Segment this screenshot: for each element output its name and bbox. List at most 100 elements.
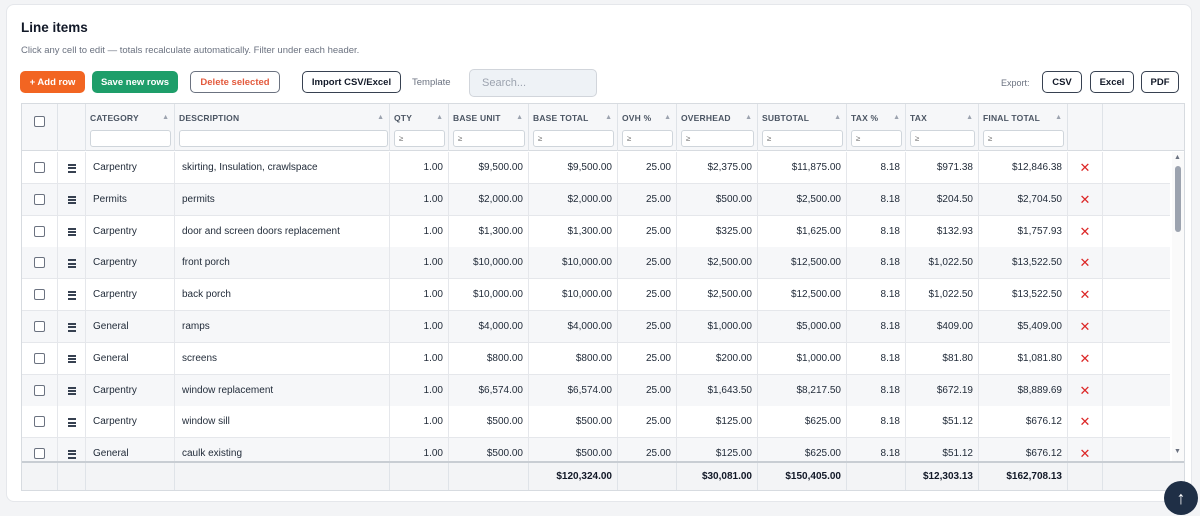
drag-handle-icon[interactable]: [68, 259, 76, 268]
filter-input-description[interactable]: [179, 130, 388, 147]
cell-overhead[interactable]: $125.00: [677, 406, 758, 439]
table-scrollbar[interactable]: ▲ ▼: [1172, 152, 1184, 461]
cell-qty[interactable]: 1.00: [390, 374, 449, 407]
cell-category[interactable]: General: [86, 438, 175, 461]
delete-row-icon[interactable]: ✕: [1068, 152, 1103, 184]
import-csv-excel-button[interactable]: Import CSV/Excel: [302, 71, 401, 93]
cell-qty[interactable]: 1.00: [390, 247, 449, 280]
cell-final-total[interactable]: $8,889.69: [979, 374, 1068, 407]
cell-base-total[interactable]: $10,000.00: [529, 279, 618, 312]
cell-overhead[interactable]: $2,375.00: [677, 152, 758, 184]
save-new-rows-button[interactable]: Save new rows: [92, 71, 178, 93]
cell-subtotal[interactable]: $11,875.00: [758, 152, 847, 184]
cell-tax[interactable]: $672.19: [906, 374, 979, 407]
cell-tax-pct[interactable]: 8.18: [847, 183, 906, 216]
cell-base-total[interactable]: $10,000.00: [529, 247, 618, 280]
cell-subtotal[interactable]: $1,000.00: [758, 342, 847, 375]
column-header-subtotal[interactable]: SUBTOTAL ▲: [758, 104, 847, 151]
cell-description[interactable]: ramps: [175, 311, 390, 343]
cell-final-total[interactable]: $5,409.00: [979, 311, 1068, 343]
cell-subtotal[interactable]: $1,625.00: [758, 215, 847, 248]
column-header-qty[interactable]: QTY ▲: [390, 104, 449, 151]
cell-final-total[interactable]: $13,522.50: [979, 247, 1068, 280]
cell-tax-pct[interactable]: 8.18: [847, 247, 906, 280]
cell-tax-pct[interactable]: 8.18: [847, 152, 906, 184]
delete-row-icon[interactable]: ✕: [1068, 438, 1103, 461]
cell-overhead[interactable]: $125.00: [677, 438, 758, 461]
cell-tax[interactable]: $204.50: [906, 183, 979, 216]
cell-description[interactable]: caulk existing: [175, 438, 390, 461]
search-input[interactable]: [469, 69, 597, 97]
export-excel-button[interactable]: Excel: [1090, 71, 1134, 93]
column-header-final-total[interactable]: FINAL TOTAL ▲: [979, 104, 1068, 151]
drag-handle-icon[interactable]: [68, 195, 76, 205]
cell-tax-pct[interactable]: 8.18: [847, 342, 906, 375]
cell-final-total[interactable]: $12,846.38: [979, 152, 1068, 184]
cell-qty[interactable]: 1.00: [390, 215, 449, 248]
cell-subtotal[interactable]: $625.00: [758, 406, 847, 439]
column-header-category[interactable]: CATEGORY ▲: [86, 104, 175, 151]
cell-base-total[interactable]: $800.00: [529, 342, 618, 375]
cell-tax-pct[interactable]: 8.18: [847, 311, 906, 343]
cell-subtotal[interactable]: $8,217.50: [758, 374, 847, 407]
cell-tax[interactable]: $81.80: [906, 342, 979, 375]
cell-description[interactable]: permits: [175, 183, 390, 216]
back-to-top-button[interactable]: ↑: [1164, 481, 1198, 515]
cell-base-unit[interactable]: $10,000.00: [449, 247, 529, 280]
cell-category[interactable]: Carpentry: [86, 152, 175, 184]
sort-icon[interactable]: ▲: [516, 114, 523, 121]
cell-final-total[interactable]: $2,704.50: [979, 183, 1068, 216]
cell-ovh-pct[interactable]: 25.00: [618, 311, 677, 343]
export-csv-button[interactable]: CSV: [1042, 71, 1082, 93]
sort-icon[interactable]: ▲: [893, 114, 900, 121]
delete-row-icon[interactable]: ✕: [1068, 374, 1103, 407]
cell-tax[interactable]: $1,022.50: [906, 279, 979, 312]
cell-subtotal[interactable]: $12,500.00: [758, 279, 847, 312]
cell-base-unit[interactable]: $800.00: [449, 342, 529, 375]
template-link[interactable]: Template: [412, 77, 451, 88]
cell-base-total[interactable]: $2,000.00: [529, 183, 618, 216]
cell-overhead[interactable]: $1,643.50: [677, 374, 758, 407]
cell-base-unit[interactable]: $500.00: [449, 438, 529, 461]
cell-description[interactable]: window sill: [175, 406, 390, 439]
row-checkbox[interactable]: [34, 321, 45, 332]
filter-input-qty[interactable]: [394, 130, 445, 147]
filter-input-overhead[interactable]: [681, 130, 754, 147]
sort-icon[interactable]: ▲: [436, 114, 443, 121]
row-checkbox[interactable]: [34, 448, 45, 460]
cell-qty[interactable]: 1.00: [390, 406, 449, 439]
drag-handle-icon[interactable]: [68, 291, 76, 300]
row-checkbox[interactable]: [34, 289, 45, 301]
cell-base-total[interactable]: $500.00: [529, 438, 618, 461]
cell-description[interactable]: window replacement: [175, 374, 390, 407]
export-pdf-button[interactable]: PDF: [1141, 71, 1179, 93]
cell-tax-pct[interactable]: 8.18: [847, 374, 906, 407]
column-header-tax[interactable]: TAX ▲: [906, 104, 979, 151]
add-row-button[interactable]: + Add row: [20, 71, 85, 93]
delete-row-icon[interactable]: ✕: [1068, 247, 1103, 280]
filter-input-category[interactable]: [90, 130, 171, 147]
row-checkbox[interactable]: [34, 193, 45, 205]
sort-icon[interactable]: ▲: [664, 114, 671, 121]
cell-subtotal[interactable]: $5,000.00: [758, 311, 847, 343]
cell-overhead[interactable]: $200.00: [677, 342, 758, 375]
filter-input-ovh-pct[interactable]: [622, 130, 673, 147]
cell-base-total[interactable]: $500.00: [529, 406, 618, 439]
row-checkbox[interactable]: [34, 162, 45, 173]
row-checkbox[interactable]: [34, 352, 45, 364]
filter-input-final-total[interactable]: [983, 130, 1064, 147]
filter-input-tax-pct[interactable]: [851, 130, 902, 147]
cell-tax-pct[interactable]: 8.18: [847, 279, 906, 312]
cell-ovh-pct[interactable]: 25.00: [618, 342, 677, 375]
drag-handle-icon[interactable]: [68, 323, 76, 332]
cell-category[interactable]: General: [86, 342, 175, 375]
cell-tax[interactable]: $971.38: [906, 152, 979, 184]
drag-handle-icon[interactable]: [68, 450, 76, 459]
cell-overhead[interactable]: $2,500.00: [677, 247, 758, 280]
cell-base-total[interactable]: $9,500.00: [529, 152, 618, 184]
cell-tax-pct[interactable]: 8.18: [847, 215, 906, 248]
cell-ovh-pct[interactable]: 25.00: [618, 152, 677, 184]
sort-icon[interactable]: ▲: [834, 114, 841, 121]
cell-base-unit[interactable]: $500.00: [449, 406, 529, 439]
cell-base-total[interactable]: $6,574.00: [529, 374, 618, 407]
